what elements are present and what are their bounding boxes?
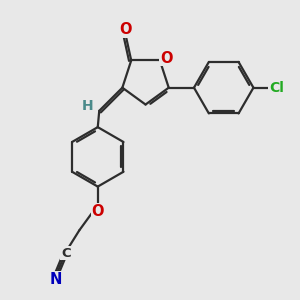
Text: O: O (160, 51, 173, 66)
Text: C: C (61, 247, 71, 260)
Text: Cl: Cl (269, 81, 284, 95)
Text: N: N (50, 272, 62, 287)
Text: O: O (120, 22, 132, 37)
Text: H: H (82, 99, 94, 113)
Text: O: O (92, 204, 104, 219)
